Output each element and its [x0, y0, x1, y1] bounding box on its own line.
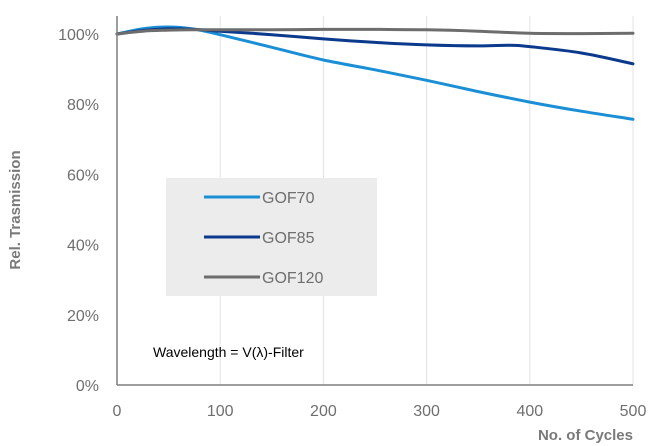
y-tick-label: 100% — [58, 27, 99, 44]
legend-box — [166, 178, 377, 296]
y-tick-label: 80% — [67, 97, 99, 114]
series-line-gof70 — [115, 25, 635, 121]
y-tick-label: 40% — [67, 238, 99, 255]
y-tick-label: 0% — [76, 378, 99, 395]
tick-labels: 0% 20% 40% 60% 80% 100% 0 100 200 300 400 500 — [58, 27, 646, 420]
y-tick-label: 60% — [67, 167, 99, 184]
axes — [116, 16, 633, 386]
legend-label-gof85: GOF85 — [262, 230, 315, 247]
legend: GOF70 GOF85 GOF120 — [166, 178, 377, 296]
x-axis-title: No. of Cycles — [538, 427, 633, 444]
series-line-gof120 — [115, 27, 635, 36]
legend-label-gof120: GOF120 — [262, 270, 323, 287]
x-tick-label: 500 — [620, 403, 647, 420]
x-tick-label: 300 — [413, 403, 440, 420]
x-tick-label: 200 — [310, 403, 337, 420]
series-lines — [115, 25, 635, 121]
vertical-gridlines — [219, 16, 634, 385]
y-axis-title: Rel. Trasmission — [7, 150, 24, 269]
x-tick-label: 0 — [113, 403, 122, 420]
x-tick-label: 100 — [207, 403, 234, 420]
x-tick-label: 400 — [516, 403, 543, 420]
y-tick-label: 20% — [67, 308, 99, 325]
legend-label-gof70: GOF70 — [262, 190, 315, 207]
wavelength-annotation: Wavelength = V(λ)-Filter — [153, 344, 304, 360]
